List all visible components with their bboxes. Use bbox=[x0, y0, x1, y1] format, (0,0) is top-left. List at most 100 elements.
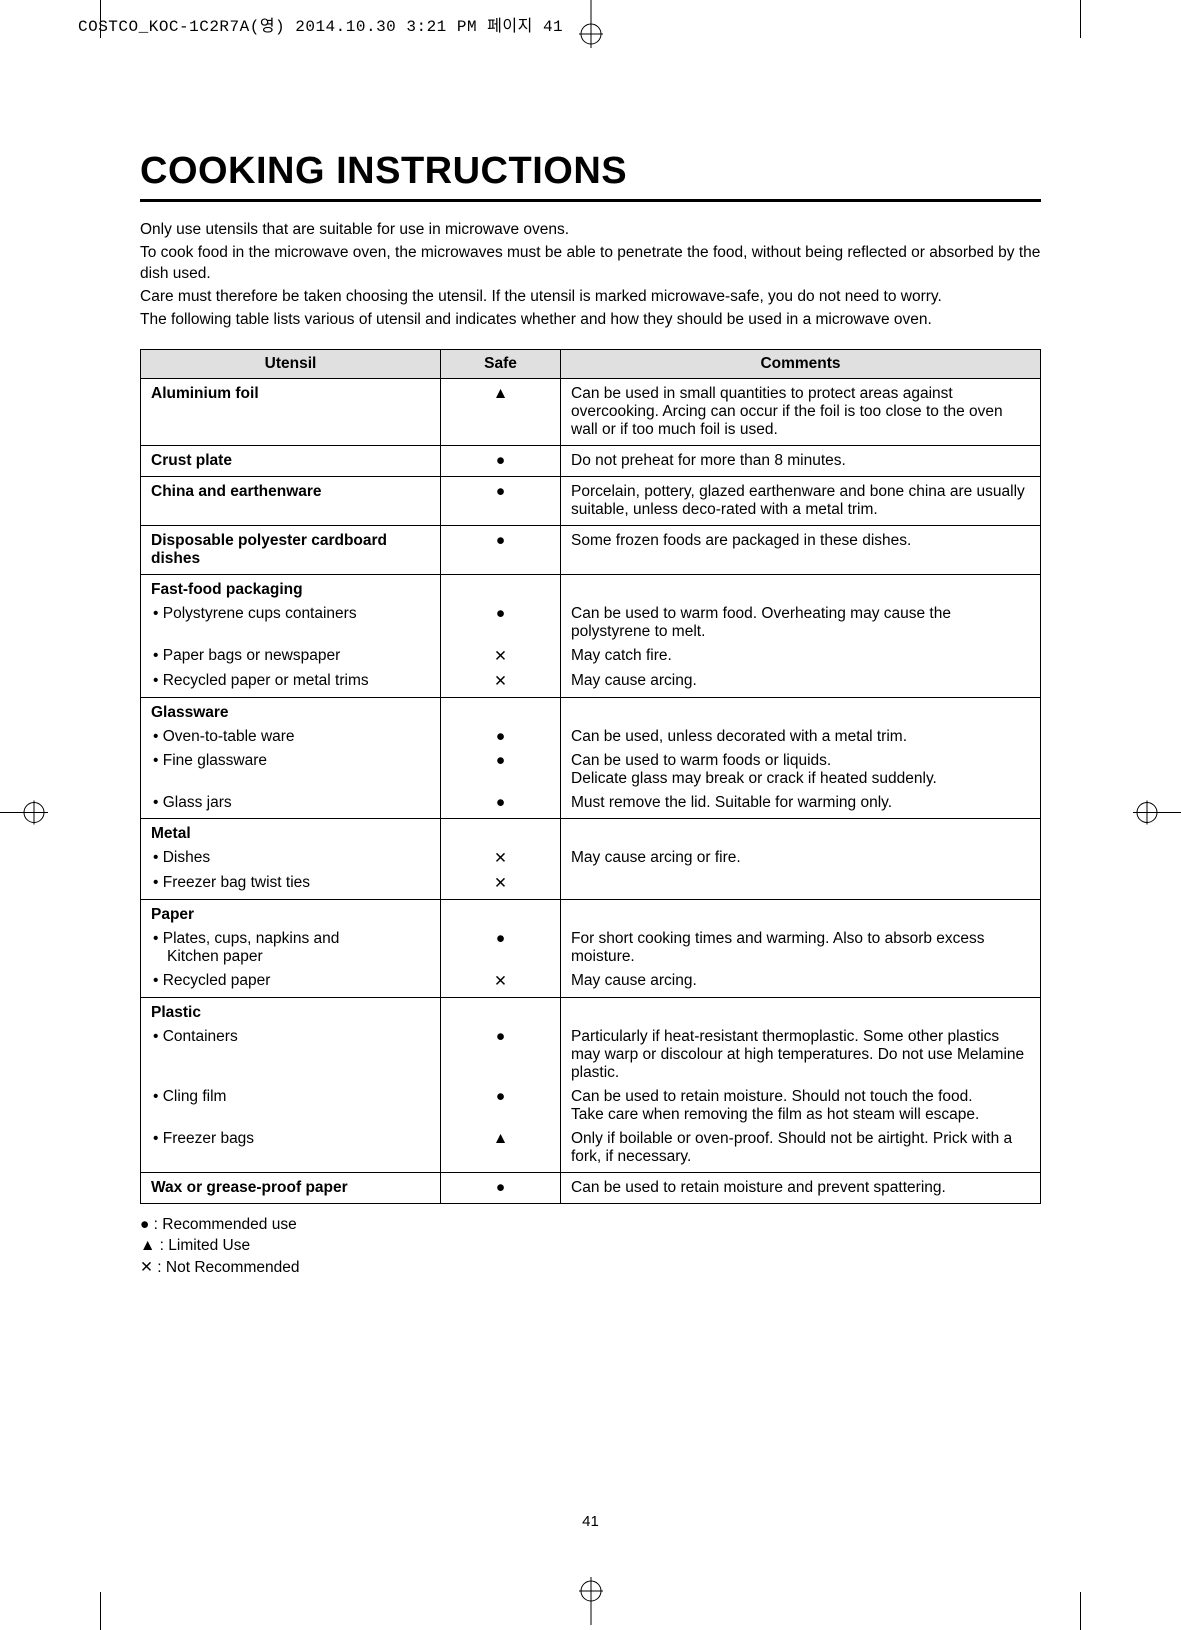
cell-safe: ● bbox=[441, 445, 561, 476]
cell-safe: ● bbox=[441, 794, 561, 819]
cell-safe: ▲ bbox=[441, 378, 561, 445]
cell-safe bbox=[441, 574, 561, 605]
cell-safe bbox=[441, 697, 561, 728]
legend-item: ● : Recommended use bbox=[140, 1214, 1041, 1236]
table-row: Fine glassware●Can be used to warm foods… bbox=[141, 752, 1041, 794]
print-header: COSTCO_KOC-1C2R7A(영) 2014.10.30 3:21 PM … bbox=[78, 12, 563, 36]
cell-safe bbox=[441, 997, 561, 1028]
cell-comment: May catch fire. bbox=[561, 647, 1041, 672]
cell-comment: For short cooking times and warming. Als… bbox=[561, 930, 1041, 972]
table-row: Disposable polyester cardboard dishes●So… bbox=[141, 525, 1041, 574]
cell-comment: Can be used to warm foods or liquids.Del… bbox=[561, 752, 1041, 794]
cell-comment: Only if boilable or oven-proof. Should n… bbox=[561, 1130, 1041, 1173]
cell-utensil: Crust plate bbox=[141, 445, 441, 476]
cell-utensil: Recycled paper or metal trims bbox=[141, 672, 441, 698]
page-number: 41 bbox=[0, 1513, 1181, 1530]
cell-safe: ✕ bbox=[441, 849, 561, 874]
intro-line: Only use utensils that are suitable for … bbox=[140, 220, 1041, 241]
cell-utensil: Oven-to-table ware bbox=[141, 728, 441, 752]
table-row: Wax or grease-proof paper●Can be used to… bbox=[141, 1172, 1041, 1203]
cell-utensil: Disposable polyester cardboard dishes bbox=[141, 525, 441, 574]
cell-safe: ✕ bbox=[441, 972, 561, 998]
cell-safe: ✕ bbox=[441, 672, 561, 698]
table-row: Recycled paper✕May cause arcing. bbox=[141, 972, 1041, 998]
cell-safe: ● bbox=[441, 1028, 561, 1088]
cell-safe: ✕ bbox=[441, 874, 561, 900]
cell-utensil: Paper bbox=[141, 899, 441, 930]
cell-comment: Can be used to retain moisture. Should n… bbox=[561, 1088, 1041, 1130]
content-area: COOKING INSTRUCTIONS Only use utensils t… bbox=[140, 150, 1041, 1279]
cell-utensil: Polystyrene cups containers bbox=[141, 605, 441, 647]
cell-utensil: Cling film bbox=[141, 1088, 441, 1130]
cell-utensil: Dishes bbox=[141, 849, 441, 874]
crop-mark bbox=[1080, 0, 1081, 38]
cell-utensil: Plates, cups, napkins andKitchen paper bbox=[141, 930, 441, 972]
intro-line: Care must therefore be taken choosing th… bbox=[140, 287, 1041, 308]
col-comments: Comments bbox=[561, 349, 1041, 378]
table-row: Paper bbox=[141, 899, 1041, 930]
intro-line: The following table lists various of ute… bbox=[140, 310, 1041, 331]
table-row: Cling film●Can be used to retain moistur… bbox=[141, 1088, 1041, 1130]
table-body: Aluminium foil▲Can be used in small quan… bbox=[141, 378, 1041, 1203]
table-header-row: Utensil Safe Comments bbox=[141, 349, 1041, 378]
cell-utensil: Plastic bbox=[141, 997, 441, 1028]
table-row: Dishes✕May cause arcing or fire. bbox=[141, 849, 1041, 874]
cell-comment: May cause arcing or fire. bbox=[561, 849, 1041, 874]
table-row: China and earthenware●Porcelain, pottery… bbox=[141, 476, 1041, 525]
legend-item: ▲ : Limited Use bbox=[140, 1235, 1041, 1257]
crop-mark bbox=[100, 0, 101, 38]
table-row: Recycled paper or metal trims✕May cause … bbox=[141, 672, 1041, 698]
table-row: Containers●Particularly if heat-resistan… bbox=[141, 1028, 1041, 1088]
cell-utensil: Fine glassware bbox=[141, 752, 441, 794]
cell-comment bbox=[561, 574, 1041, 605]
table-row: Freezer bags▲Only if boilable or oven-pr… bbox=[141, 1130, 1041, 1173]
table-row: Plates, cups, napkins andKitchen paper●F… bbox=[141, 930, 1041, 972]
cell-safe: ● bbox=[441, 1172, 561, 1203]
cell-safe: ● bbox=[441, 930, 561, 972]
table-row: Oven-to-table ware●Can be used, unless d… bbox=[141, 728, 1041, 752]
table-row: Plastic bbox=[141, 997, 1041, 1028]
cell-safe: ● bbox=[441, 752, 561, 794]
cell-safe bbox=[441, 818, 561, 849]
cell-utensil: Wax or grease-proof paper bbox=[141, 1172, 441, 1203]
cell-utensil: Glassware bbox=[141, 697, 441, 728]
cell-comment: May cause arcing. bbox=[561, 672, 1041, 698]
registration-mark-icon bbox=[1133, 795, 1181, 836]
table-row: Fast-food packaging bbox=[141, 574, 1041, 605]
cell-utensil: Freezer bag twist ties bbox=[141, 874, 441, 900]
cell-safe: ● bbox=[441, 728, 561, 752]
legend-item: ✕ : Not Recommended bbox=[140, 1257, 1041, 1279]
cell-comment: Can be used in small quantities to prote… bbox=[561, 378, 1041, 445]
page-title: COOKING INSTRUCTIONS bbox=[140, 150, 1041, 202]
registration-mark-icon bbox=[573, 0, 609, 53]
registration-mark-icon bbox=[0, 795, 48, 836]
table-row: Paper bags or newspaper✕May catch fire. bbox=[141, 647, 1041, 672]
intro-line: To cook food in the microwave oven, the … bbox=[140, 243, 1041, 285]
cell-safe: ● bbox=[441, 605, 561, 647]
cell-comment: Can be used to retain moisture and preve… bbox=[561, 1172, 1041, 1203]
col-utensil: Utensil bbox=[141, 349, 441, 378]
intro-text: Only use utensils that are suitable for … bbox=[140, 220, 1041, 331]
cell-comment: Can be used, unless decorated with a met… bbox=[561, 728, 1041, 752]
cell-utensil: Freezer bags bbox=[141, 1130, 441, 1173]
cell-safe: ● bbox=[441, 525, 561, 574]
cell-comment bbox=[561, 997, 1041, 1028]
cell-comment: Some frozen foods are packaged in these … bbox=[561, 525, 1041, 574]
page: COSTCO_KOC-1C2R7A(영) 2014.10.30 3:21 PM … bbox=[0, 0, 1181, 1630]
cell-utensil: Fast-food packaging bbox=[141, 574, 441, 605]
cell-comment bbox=[561, 818, 1041, 849]
cell-utensil: China and earthenware bbox=[141, 476, 441, 525]
table-row: Aluminium foil▲Can be used in small quan… bbox=[141, 378, 1041, 445]
cell-safe bbox=[441, 899, 561, 930]
cell-utensil: Paper bags or newspaper bbox=[141, 647, 441, 672]
col-safe: Safe bbox=[441, 349, 561, 378]
cell-comment: Porcelain, pottery, glazed earthenware a… bbox=[561, 476, 1041, 525]
cell-utensil: Metal bbox=[141, 818, 441, 849]
table-row: Glassware bbox=[141, 697, 1041, 728]
cell-comment bbox=[561, 899, 1041, 930]
cell-comment: Must remove the lid. Suitable for warmin… bbox=[561, 794, 1041, 819]
cell-comment: May cause arcing. bbox=[561, 972, 1041, 998]
cell-comment: Can be used to warm food. Overheating ma… bbox=[561, 605, 1041, 647]
registration-mark-icon bbox=[573, 1577, 609, 1630]
table-row: Crust plate●Do not preheat for more than… bbox=[141, 445, 1041, 476]
